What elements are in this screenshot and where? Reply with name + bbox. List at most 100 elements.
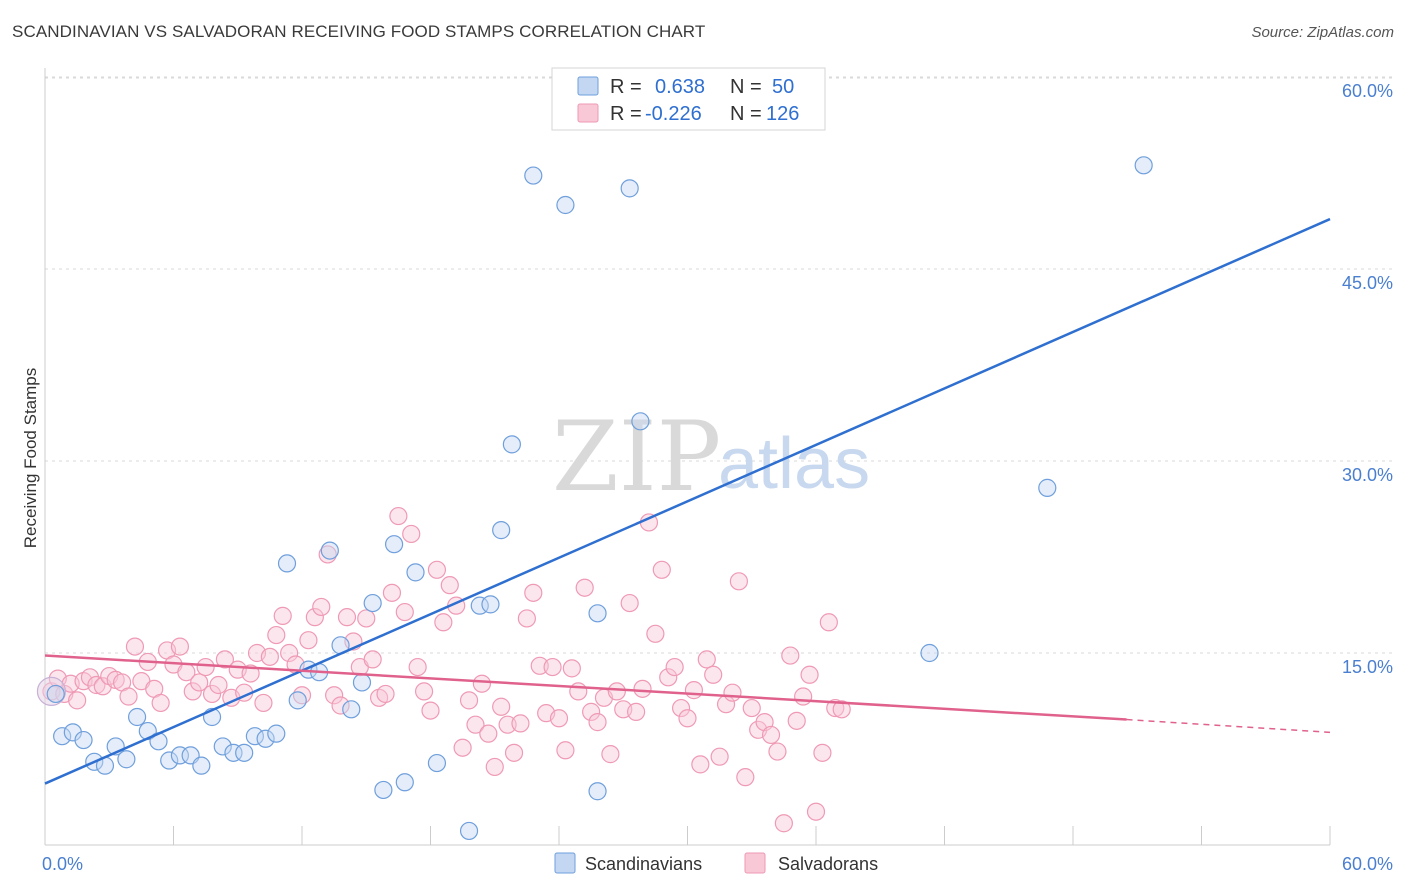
data-point xyxy=(254,693,273,713)
legend-swatch-blue xyxy=(577,76,599,96)
data-point xyxy=(813,743,832,762)
data-point xyxy=(832,700,851,719)
data-point xyxy=(575,578,594,597)
data-point xyxy=(260,647,279,666)
data-point xyxy=(299,631,318,650)
data-point xyxy=(678,709,697,728)
data-point xyxy=(684,681,704,700)
data-point xyxy=(280,643,299,663)
legend-n-label: N = xyxy=(730,76,762,98)
data-point xyxy=(376,684,395,704)
data-point xyxy=(761,725,781,745)
legend-swatch-pink xyxy=(577,103,599,123)
data-point xyxy=(402,524,421,544)
data-point xyxy=(235,743,254,762)
data-point xyxy=(312,597,331,617)
y-tick-label: 60.0% xyxy=(1342,81,1393,101)
data-point xyxy=(631,412,650,431)
data-point xyxy=(524,166,543,185)
data-point xyxy=(119,687,138,706)
data-point xyxy=(325,686,344,705)
data-point xyxy=(267,625,286,645)
data-point xyxy=(556,195,575,215)
data-point xyxy=(787,711,806,730)
data-point xyxy=(68,691,87,710)
data-point xyxy=(192,756,211,775)
data-point xyxy=(74,730,93,750)
series-label-scandinavians: Scandinavians xyxy=(585,854,702,874)
salvadorans-points xyxy=(36,506,851,833)
data-point xyxy=(502,435,521,454)
legend-n-value: 126 xyxy=(766,103,799,125)
data-point xyxy=(363,650,382,669)
data-point xyxy=(481,595,500,614)
data-point xyxy=(710,747,729,766)
data-point xyxy=(556,741,575,760)
data-point xyxy=(588,604,607,623)
data-point xyxy=(646,624,665,643)
data-point xyxy=(434,613,453,632)
data-point xyxy=(389,506,408,526)
data-point xyxy=(1038,478,1057,497)
data-point xyxy=(504,743,524,762)
data-point xyxy=(511,714,530,733)
axes xyxy=(44,68,1331,846)
data-point xyxy=(781,646,800,665)
data-point xyxy=(170,637,190,656)
data-point xyxy=(421,701,440,720)
data-point xyxy=(46,684,65,704)
data-point xyxy=(794,687,813,706)
data-point xyxy=(363,593,382,613)
data-point xyxy=(1134,156,1153,175)
scandinavians-points xyxy=(46,156,1153,841)
data-point xyxy=(774,814,793,833)
data-point xyxy=(569,682,588,701)
data-point xyxy=(288,691,307,710)
x-tick-max: 60.0% xyxy=(1342,854,1393,874)
data-point xyxy=(620,179,639,198)
correlation-legend: R = 0.638 N = 50 R = -0.226 N = 126 xyxy=(551,67,826,131)
watermark-atlas: atlas xyxy=(718,424,870,504)
y-tick-label: 15.0% xyxy=(1342,657,1393,677)
legend-n-label: N = xyxy=(730,103,762,125)
data-point xyxy=(384,535,404,554)
data-point xyxy=(671,698,691,718)
data-point xyxy=(170,746,190,765)
data-point xyxy=(374,780,393,800)
series-legend: Scandinavians Salvadorans xyxy=(554,852,878,874)
data-point xyxy=(652,560,671,579)
data-point xyxy=(562,659,581,678)
data-point xyxy=(704,665,723,684)
data-point xyxy=(53,727,72,746)
data-point xyxy=(357,609,376,628)
data-point xyxy=(601,745,620,764)
data-point xyxy=(492,697,511,716)
data-point xyxy=(517,609,536,628)
data-point xyxy=(665,657,684,677)
data-point xyxy=(395,602,414,622)
data-point xyxy=(549,709,569,728)
data-point xyxy=(736,768,755,787)
grid-lines xyxy=(45,76,1395,654)
data-point xyxy=(479,724,498,743)
data-point xyxy=(277,554,297,573)
data-point xyxy=(800,665,819,684)
y-tick-labels: 15.0% 30.0% 45.0% 60.0% xyxy=(1342,81,1393,677)
data-point xyxy=(588,713,607,732)
data-point xyxy=(742,698,761,718)
data-point xyxy=(414,682,434,701)
x-tick-min: 0.0% xyxy=(42,854,83,874)
data-point xyxy=(382,583,402,602)
data-point xyxy=(305,608,324,627)
data-point xyxy=(459,821,479,841)
data-point xyxy=(190,673,209,692)
data-point xyxy=(406,563,425,582)
series-swatch-salvadorans xyxy=(744,852,766,874)
data-point xyxy=(427,560,447,579)
data-point xyxy=(466,715,485,734)
data-point xyxy=(256,729,275,748)
data-point xyxy=(117,750,136,769)
data-point xyxy=(440,576,459,595)
data-point xyxy=(697,650,716,669)
